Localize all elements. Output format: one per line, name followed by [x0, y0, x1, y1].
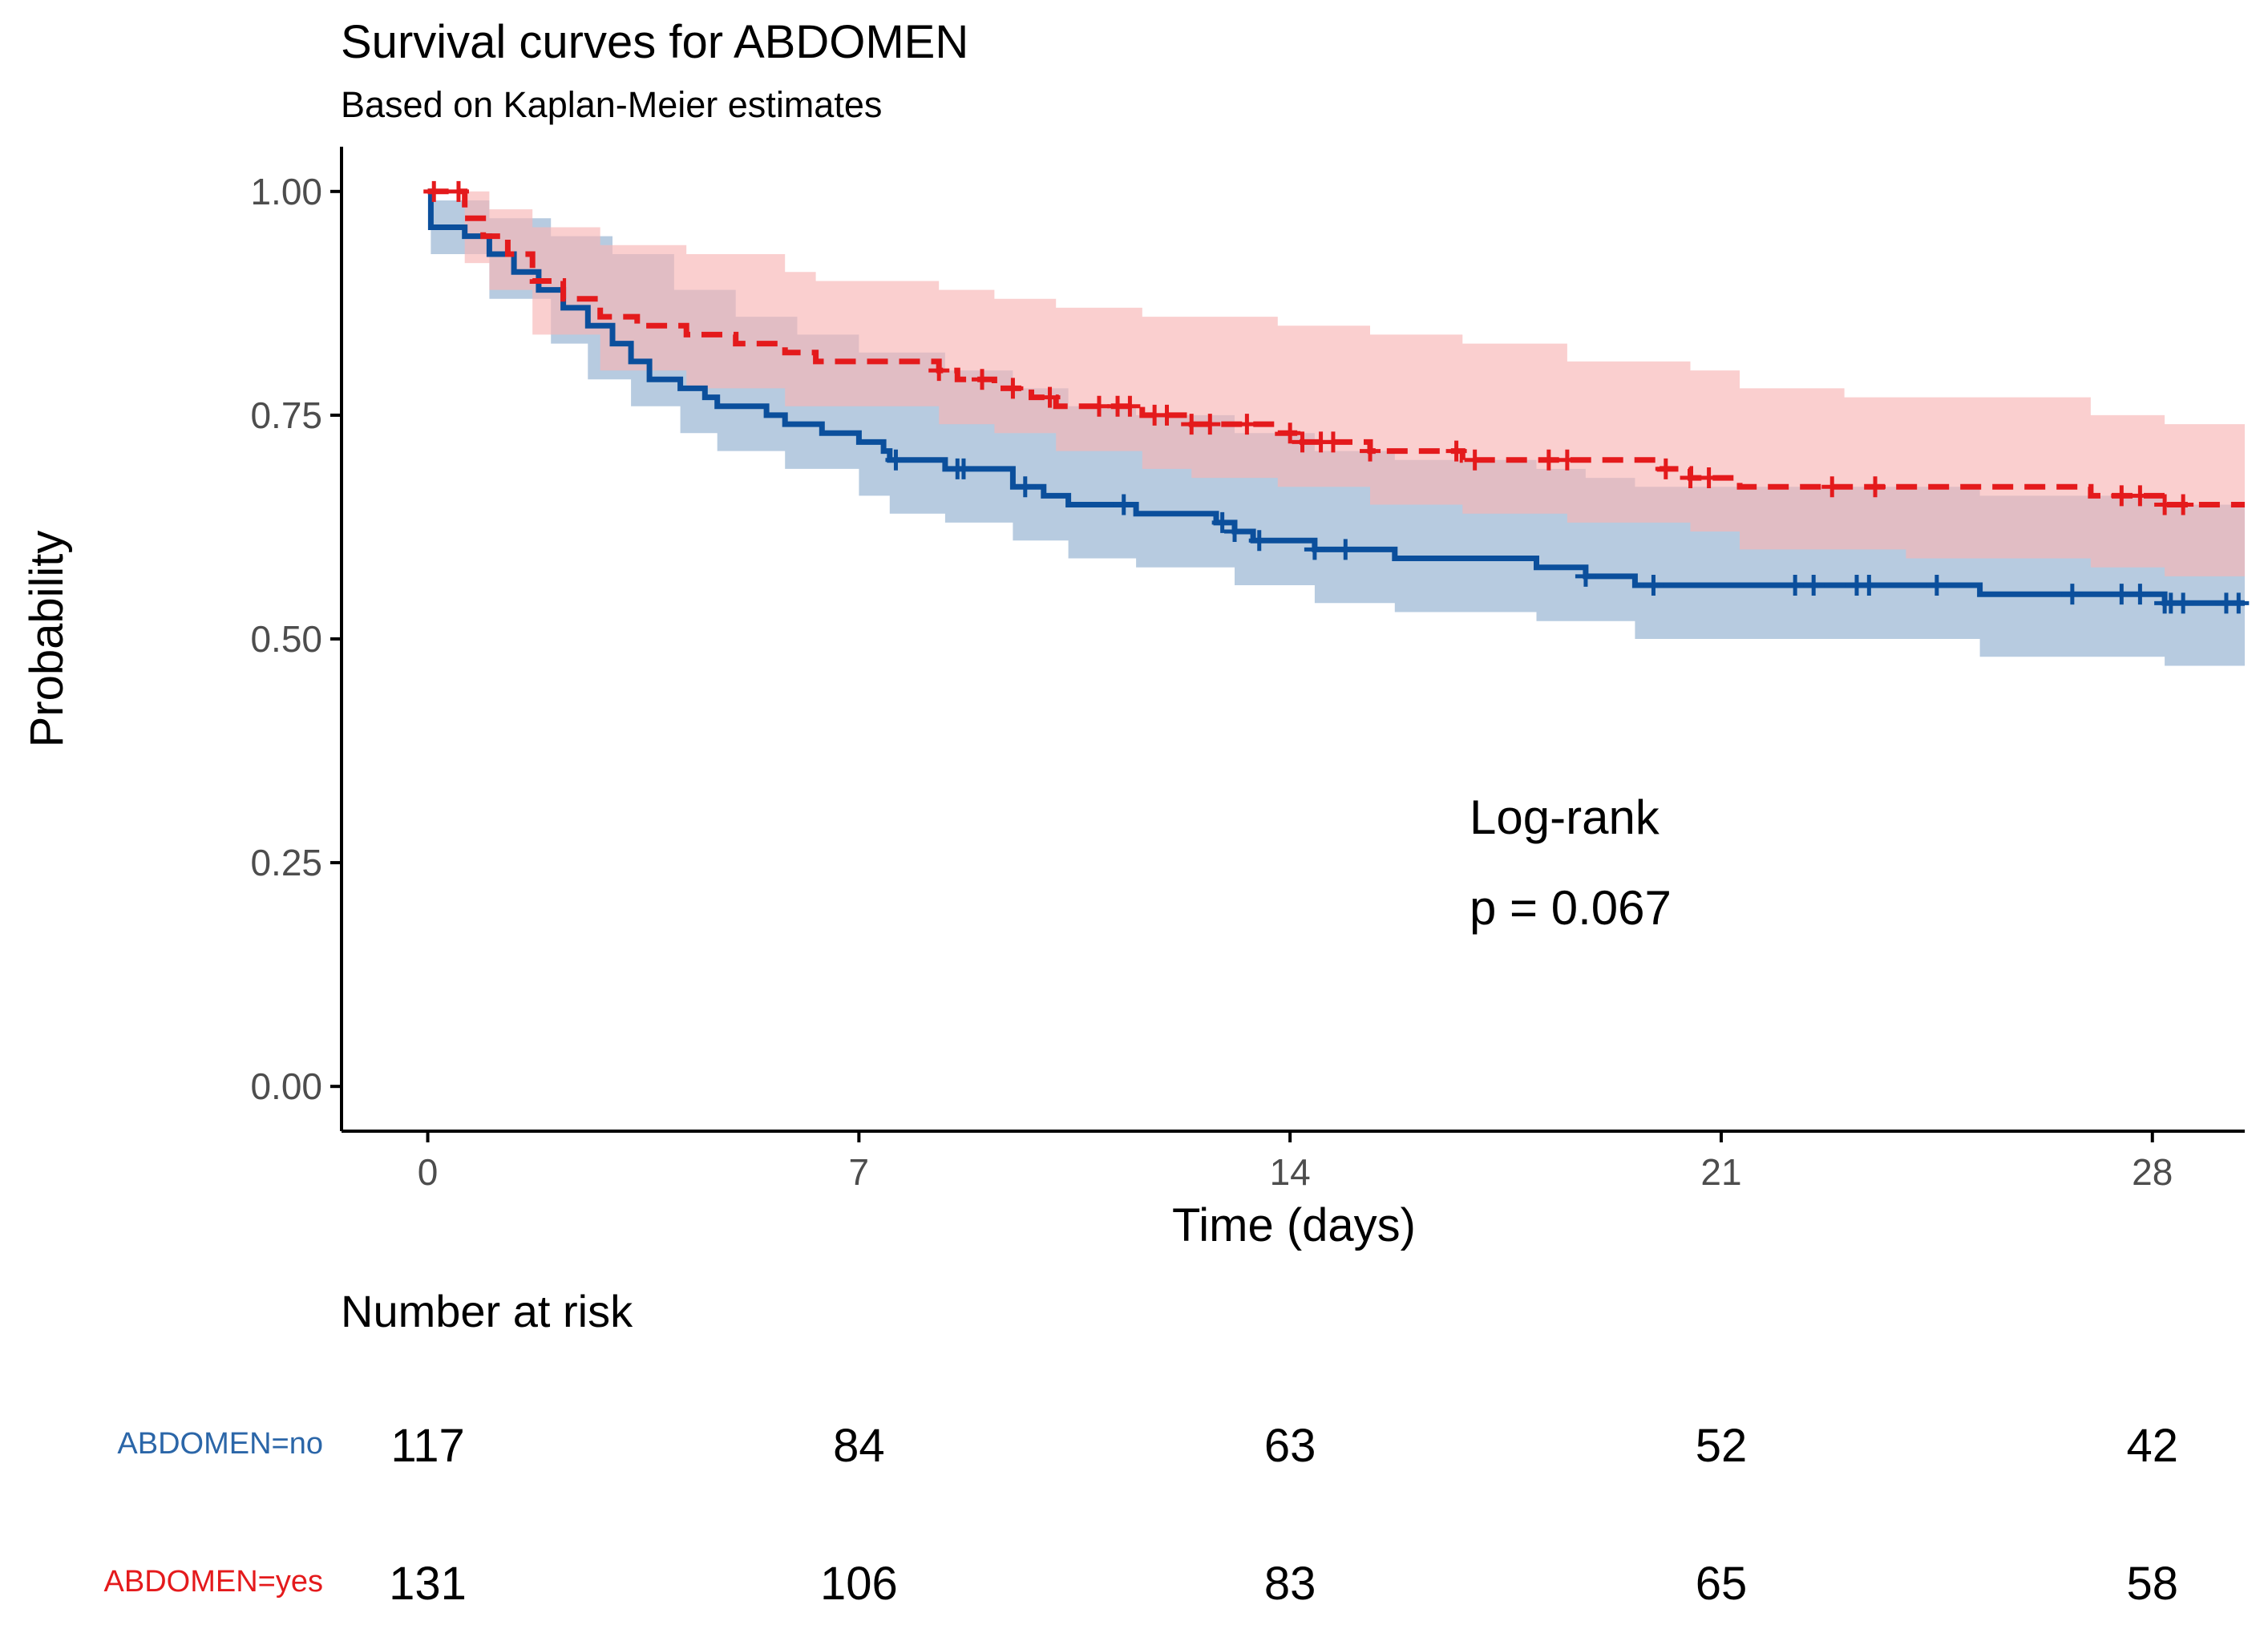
censor-mark-no — [2228, 592, 2250, 614]
censor-mark-no — [1211, 511, 1233, 533]
x-tick-label: 7 — [849, 1151, 870, 1193]
censor-mark-yes — [1236, 414, 1258, 435]
risk-table-title: Number at risk — [341, 1286, 633, 1336]
censor-mark-yes — [1181, 414, 1203, 435]
risk-value-yes: 65 — [1696, 1558, 1748, 1610]
censor-mark-yes — [1199, 414, 1221, 435]
censor-mark-no — [2129, 584, 2151, 605]
censor-mark-yes — [1322, 431, 1344, 453]
x-tick-label: 0 — [418, 1151, 439, 1193]
censor-mark-yes — [928, 360, 950, 382]
confidence-band-yes — [427, 191, 2245, 576]
censor-mark-yes — [2129, 485, 2151, 507]
censor-mark-no — [885, 449, 907, 471]
censor-mark-yes — [2154, 494, 2176, 515]
risk-row-label-yes: ABDOMEN=yes — [104, 1565, 323, 1599]
censor-mark-no — [2173, 592, 2194, 614]
risk-value-yes: 58 — [2126, 1558, 2178, 1610]
censor-mark-no — [1224, 521, 1246, 543]
survival-curve-no — [427, 188, 2245, 606]
x-tick-label: 21 — [1700, 1151, 1741, 1193]
risk-value-no: 63 — [1264, 1420, 1316, 1472]
y-axis-label: Probability — [21, 531, 73, 748]
risk-value-no: 84 — [833, 1420, 885, 1472]
censor-mark-yes — [1280, 422, 1301, 444]
censor-mark-no — [1858, 575, 1880, 596]
y-tick-label: 1.00 — [250, 171, 322, 212]
censor-mark-yes — [1556, 449, 1578, 471]
y-tick-label: 0.50 — [250, 618, 322, 660]
plot-area — [423, 180, 2250, 666]
censor-mark-yes — [1156, 404, 1178, 426]
risk-row-label-no: ABDOMEN=no — [117, 1427, 323, 1461]
x-axis-label: Time (days) — [1172, 1199, 1416, 1251]
censor-mark-yes — [1464, 449, 1486, 471]
censor-mark-yes — [972, 369, 993, 390]
censor-mark-yes — [2173, 494, 2194, 515]
censor-mark-no — [1014, 476, 1036, 498]
censor-mark-yes — [1292, 431, 1313, 453]
censor-mark-yes — [1655, 458, 1676, 479]
annotation-pvalue: p = 0.067 — [1470, 881, 1672, 935]
chart-title: Survival curves for ABDOMEN — [341, 16, 968, 68]
y-tick-label: 0.00 — [250, 1065, 322, 1107]
censor-mark-no — [1248, 530, 1270, 552]
risk-value-no: 52 — [1696, 1420, 1748, 1472]
censor-mark-yes — [447, 180, 469, 202]
risk-value-yes: 106 — [820, 1558, 898, 1610]
annotation-logrank: Log-rank — [1470, 790, 1660, 844]
censor-mark-no — [2061, 584, 2083, 605]
axis-ticks: 0.00 0.25 0.50 0.75 1.00 0 7 14 21 28 — [250, 171, 2173, 1193]
y-tick-label: 0.75 — [250, 394, 322, 436]
censor-mark-yes — [2111, 485, 2133, 507]
chart-subtitle: Based on Kaplan-Meier estimates — [341, 84, 882, 125]
censor-mark-no — [1575, 565, 1596, 587]
risk-value-no: 117 — [390, 1420, 464, 1472]
censor-mark-no — [1643, 575, 1664, 596]
censor-mark-yes — [1119, 395, 1141, 417]
censor-mark-no — [1785, 575, 1806, 596]
censor-mark-no — [1335, 539, 1356, 560]
censor-mark-yes — [423, 180, 445, 202]
censor-mark-yes — [1865, 476, 1886, 498]
censor-mark-yes — [1088, 395, 1110, 417]
y-tick-label: 0.25 — [250, 842, 322, 883]
censor-mark-yes — [1821, 476, 1843, 498]
censor-mark-yes — [1360, 440, 1381, 462]
censor-mark-no — [1304, 539, 1325, 560]
censor-mark-yes — [1039, 386, 1061, 408]
censor-mark-yes — [1002, 378, 1024, 399]
censor-mark-yes — [1680, 467, 1701, 489]
x-tick-label: 14 — [1270, 1151, 1311, 1193]
censor-mark-yes — [1445, 440, 1467, 462]
censor-mark-no — [1113, 494, 1134, 515]
risk-value-yes: 131 — [389, 1558, 467, 1610]
risk-value-yes: 83 — [1264, 1558, 1316, 1610]
risk-table-values: 117 84 63 52 42 131 106 83 65 58 — [389, 1420, 2178, 1610]
censor-mark-yes — [1698, 467, 1720, 489]
risk-value-no: 42 — [2126, 1420, 2178, 1472]
censor-mark-yes — [1538, 449, 1559, 471]
censor-mark-no — [2111, 584, 2133, 605]
censor-mark-no — [1803, 575, 1825, 596]
censor-mark-no — [1926, 575, 1947, 596]
censor-mark-no — [952, 458, 974, 479]
x-tick-label: 28 — [2132, 1151, 2173, 1193]
